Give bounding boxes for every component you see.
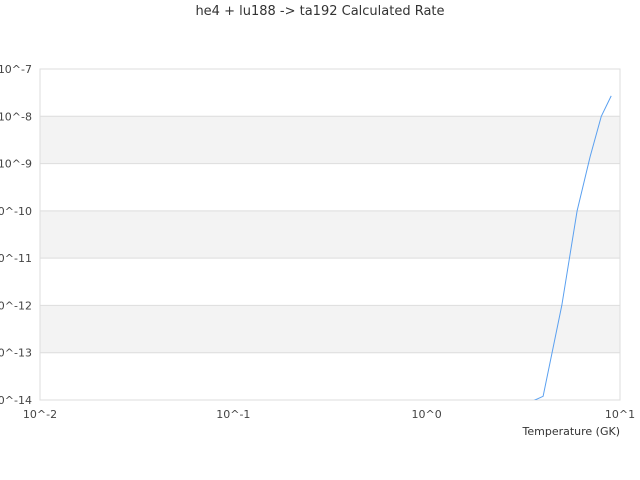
y-tick-label: 10^-13	[0, 347, 32, 360]
y-tick-label: 10^-10	[0, 205, 32, 218]
plot-frame	[39, 68, 621, 401]
x-tick-label: 10^-1	[216, 408, 250, 421]
grid-band	[40, 305, 620, 353]
series-line	[533, 95, 612, 400]
y-tick-label: 10^-14	[0, 394, 32, 407]
x-tick-label: 10^1	[605, 408, 635, 421]
grid-band	[40, 116, 620, 164]
y-tick-label: 10^-9	[0, 158, 32, 171]
x-axis-label: Temperature (GK)	[522, 425, 621, 438]
x-tick-label: 10^-2	[23, 408, 57, 421]
y-tick-label: 10^-12	[0, 299, 32, 312]
chart-title: he4 + lu188 -> ta192 Calculated Rate	[195, 4, 445, 19]
y-tick-label: 10^-11	[0, 252, 32, 265]
y-tick-label: 10^-7	[0, 63, 32, 76]
y-tick-label: 10^-8	[0, 110, 32, 123]
grid-band	[40, 210, 620, 259]
x-tick-label: 10^0	[412, 408, 442, 421]
